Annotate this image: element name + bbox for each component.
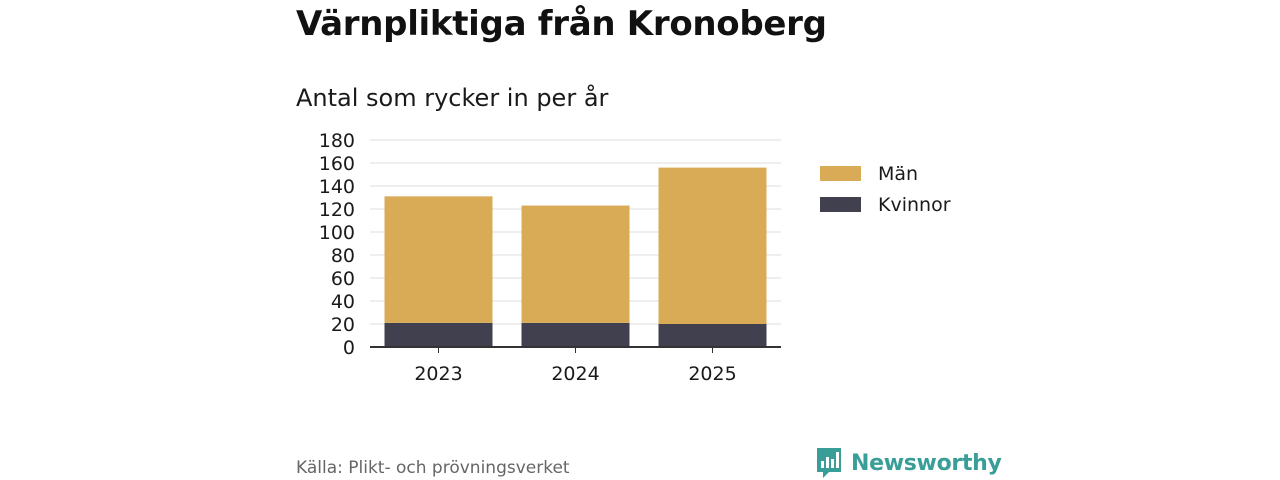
bar-kvinnor-2023 [384, 322, 493, 347]
source-note: Källa: Plikt- och prövningsverket [296, 458, 570, 478]
bar-m-n-2024 [521, 205, 630, 323]
y-tick-label: 140 [319, 176, 355, 198]
legend-item-kvinnor: Kvinnor [820, 189, 951, 220]
chart-subtitle: Antal som rycker in per år [296, 84, 609, 112]
x-tick-label: 2024 [551, 363, 599, 385]
legend-label-kvinnor: Kvinnor [878, 193, 951, 216]
legend-swatch-kvinnor [820, 197, 861, 212]
y-tick-label: 120 [319, 199, 355, 221]
x-tick-label: 2025 [688, 363, 736, 385]
y-tick-label: 40 [331, 291, 355, 313]
y-tick-label: 80 [331, 245, 355, 267]
y-tick-label: 20 [331, 314, 355, 336]
newsworthy-logo[interactable]: Newsworthy [815, 446, 1002, 480]
brand-name: Newsworthy [851, 450, 1002, 476]
bar-chart-icon [817, 448, 841, 478]
chart-title: Värnpliktiga från Kronoberg [296, 4, 827, 44]
bar-kvinnor-2024 [521, 322, 630, 347]
y-tick-label: 100 [319, 222, 355, 244]
bar-m-n-2023 [384, 196, 493, 323]
bar-kvinnor-2025 [658, 324, 767, 347]
bar-m-n-2025 [658, 167, 767, 324]
legend: Män Kvinnor [820, 158, 951, 220]
y-tick-label: 180 [319, 130, 355, 152]
y-tick-label: 0 [343, 337, 355, 359]
x-tick-label: 2023 [414, 363, 462, 385]
y-tick-label: 160 [319, 153, 355, 175]
y-tick-label: 60 [331, 268, 355, 290]
legend-swatch-man [820, 166, 861, 181]
legend-item-man: Män [820, 158, 951, 189]
legend-label-man: Män [878, 162, 919, 185]
